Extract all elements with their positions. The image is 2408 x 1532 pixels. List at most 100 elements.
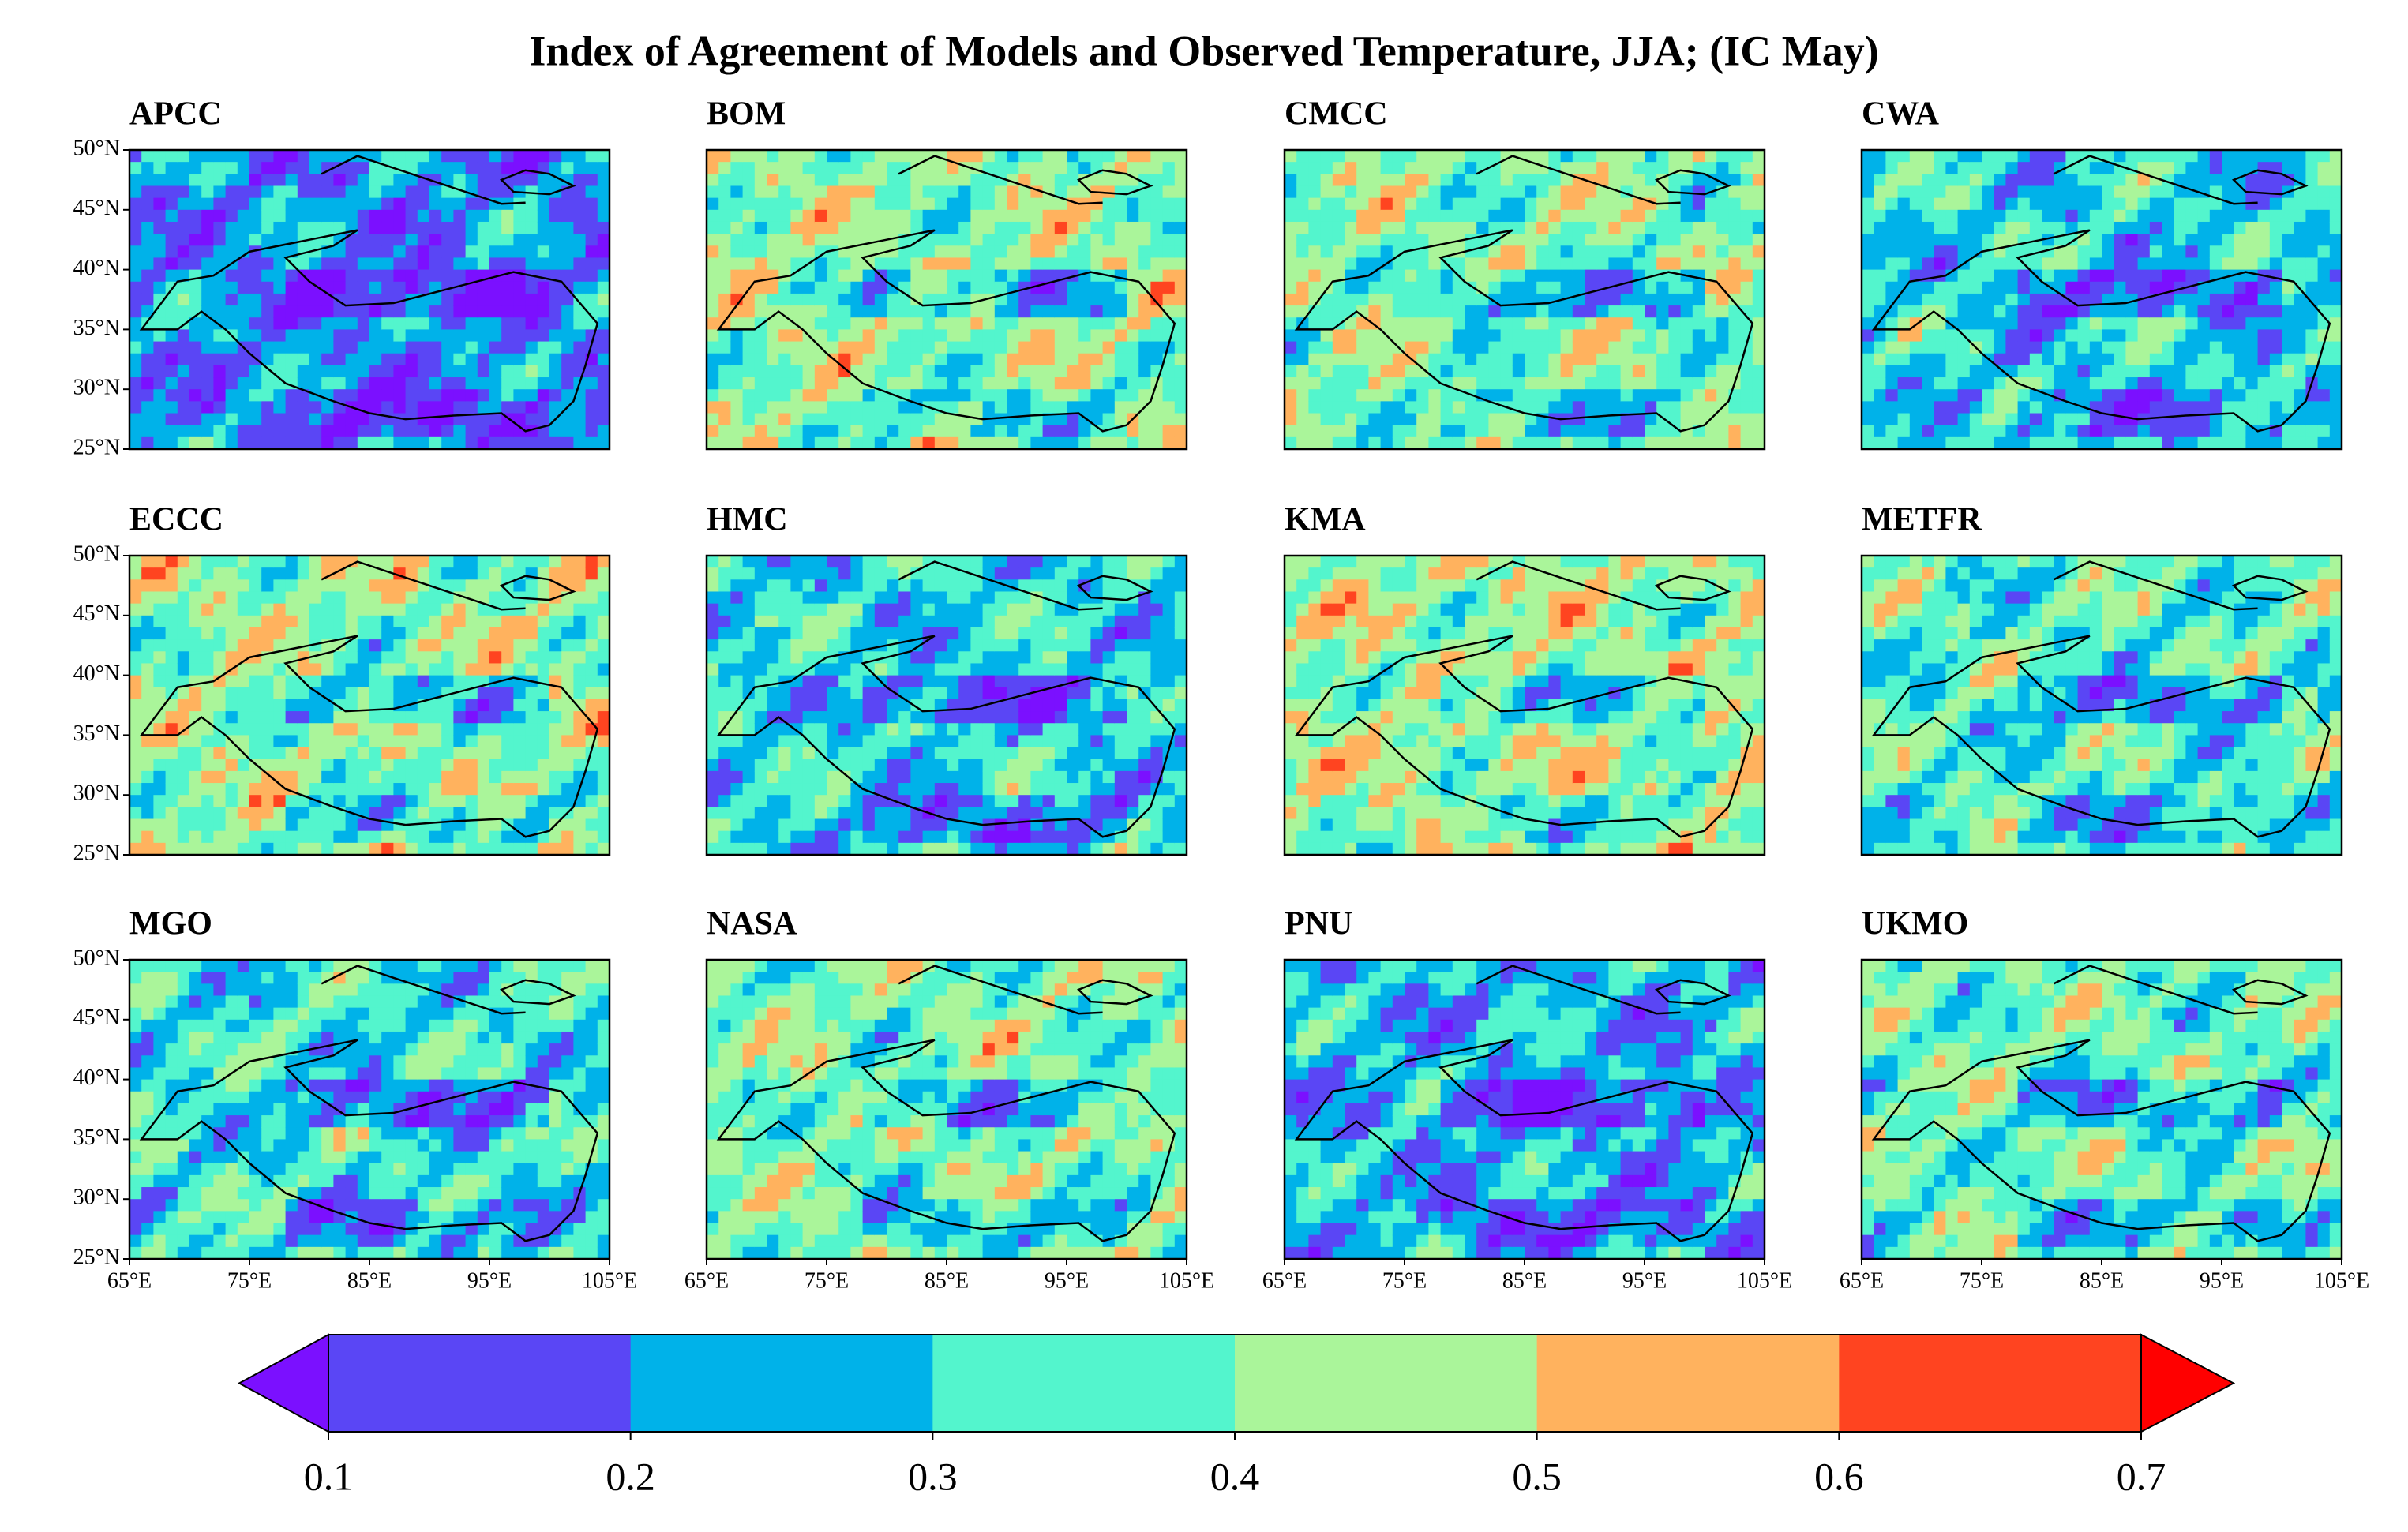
field-cell (297, 615, 310, 628)
field-cell (2102, 221, 2114, 234)
field-cell (1320, 185, 1333, 199)
field-cell (2005, 389, 2019, 402)
field-cell (525, 389, 538, 402)
field-cell (225, 639, 238, 652)
field-cell (958, 269, 971, 283)
field-cell (2282, 305, 2294, 318)
field-cell (525, 413, 538, 426)
field-cell (707, 257, 719, 271)
field-cell (357, 329, 370, 343)
field-cell (2197, 197, 2211, 211)
field-cell (1922, 305, 1934, 318)
field-cell (1054, 245, 1067, 259)
field-cell (213, 735, 227, 748)
field-cell (333, 341, 347, 354)
field-cell (2305, 209, 2319, 223)
field-cell (597, 293, 610, 306)
field-cell (369, 185, 382, 199)
field-cell (802, 353, 816, 366)
field-cell (2294, 365, 2306, 378)
field-cell (1572, 365, 1585, 378)
field-cell (477, 723, 490, 736)
field-cell (934, 329, 947, 343)
field-cell (862, 209, 876, 223)
field-cell (2089, 269, 2102, 283)
field-cell (2245, 401, 2259, 414)
field-cell (970, 317, 984, 330)
field-cell (778, 257, 791, 271)
field-cell (1945, 353, 1959, 366)
field-cell (141, 639, 154, 652)
field-cell (1560, 245, 1573, 259)
field-cell (1620, 174, 1633, 187)
field-cell (754, 162, 767, 174)
field-cell (1332, 341, 1345, 354)
field-cell (1596, 281, 1609, 294)
field-cell (549, 401, 562, 414)
field-cell (297, 209, 310, 223)
field-cell (297, 747, 310, 760)
field-cell (369, 747, 382, 760)
field-cell (357, 735, 370, 748)
field-cell (1090, 365, 1104, 378)
field-cell (1680, 353, 1693, 366)
field-cell (525, 341, 538, 354)
field-cell (165, 436, 178, 449)
field-cell (1585, 209, 1597, 223)
field-cell (189, 783, 202, 796)
field-cell (1862, 150, 1874, 163)
field-cell (1692, 389, 1705, 402)
field-cell (237, 436, 250, 449)
field-cell (357, 436, 370, 449)
field-cell (465, 747, 478, 760)
field-cell (2257, 436, 2271, 449)
field-cell (441, 353, 454, 366)
field-cell (1500, 209, 1513, 223)
field-cell (489, 436, 502, 449)
field-cell (2257, 245, 2271, 259)
field-cell (201, 556, 214, 568)
field-cell (1548, 317, 1562, 330)
field-cell (597, 305, 610, 318)
field-cell (2137, 209, 2151, 223)
field-cell (381, 221, 394, 234)
field-cell (549, 389, 562, 402)
field-cell (213, 389, 227, 402)
field-cell (417, 711, 430, 724)
field-cell (2125, 281, 2139, 294)
field-cell (1054, 174, 1067, 187)
field-cell (345, 209, 358, 223)
field-cell (309, 603, 322, 616)
field-cell (285, 807, 298, 820)
field-cell (2282, 353, 2294, 366)
field-cell (1705, 150, 1717, 163)
field-cell (2282, 317, 2294, 330)
field-cell (742, 150, 756, 163)
field-cell (1174, 389, 1187, 402)
field-cell (707, 293, 719, 306)
field-cell (1525, 245, 1537, 259)
field-cell (537, 651, 550, 665)
field-cell (2317, 281, 2331, 294)
field-cell (1127, 197, 1139, 211)
field-cell (1885, 389, 1899, 402)
field-cell (1320, 425, 1333, 438)
field-cell (2114, 329, 2126, 343)
field-cell (970, 305, 984, 318)
field-cell (1934, 162, 1946, 174)
field-cell (2282, 245, 2294, 259)
field-cell (501, 162, 514, 174)
field-cell (1934, 174, 1946, 187)
field-cell (369, 759, 382, 772)
field-cell (1560, 174, 1573, 187)
field-cell (537, 639, 550, 652)
field-cell (501, 365, 514, 378)
field-cell (225, 747, 238, 760)
field-cell (201, 830, 214, 844)
field-cell (778, 209, 791, 223)
field-cell (1680, 377, 1693, 390)
field-cell (2017, 221, 2031, 234)
field-cell (994, 413, 1007, 426)
field-cell (934, 209, 947, 223)
field-cell (1054, 401, 1067, 414)
